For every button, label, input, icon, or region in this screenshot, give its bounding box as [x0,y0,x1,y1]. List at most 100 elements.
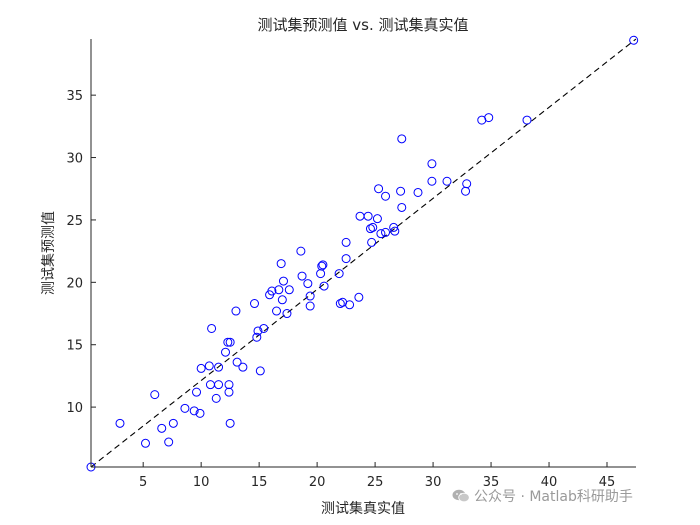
x-tick-label: 20 [309,475,326,490]
x-tick-label: 40 [541,475,558,490]
data-point [211,393,221,403]
data-point [297,271,307,281]
x-axis-label: 测试集真实值 [321,500,405,517]
data-point [629,35,639,45]
data-point [484,113,494,123]
data-point [365,224,375,234]
data-point [303,279,313,289]
data-point [253,326,263,336]
data-point [195,408,205,418]
data-point [225,418,235,428]
y-tick-label: 20 [66,276,83,291]
data-point [381,191,391,201]
data-point [250,299,259,309]
data-point [214,362,224,372]
data-point [238,362,248,372]
chart-title: 测试集预测值 vs. 测试集真实值 [258,16,469,34]
data-point [272,306,282,316]
data-point [168,418,178,428]
data-point [334,269,344,279]
data-point [319,281,329,291]
data-point [345,300,355,310]
data-point [335,299,345,309]
x-tick-label: 35 [483,475,500,490]
wechat-icon [452,489,470,503]
x-tick-label: 5 [139,475,147,490]
y-axis-label: 测试集预测值 [40,211,57,295]
data-point [368,222,378,232]
data-point [157,423,167,433]
data-point [221,347,231,357]
data-point [115,418,125,428]
data-point [255,366,265,376]
data-point [341,237,351,247]
data-point [164,437,174,447]
data-point [442,176,452,186]
data-point [427,159,437,169]
data-point [282,309,292,319]
data-point [305,291,315,301]
data-point [252,332,262,342]
data-point [317,261,327,271]
data-point [341,254,351,264]
data-point [196,363,206,373]
data-point [318,260,328,270]
data-point [354,292,364,302]
data-point [376,229,386,239]
watermark-text: 公众号 · Matlab科研助手 [474,489,633,505]
data-point [274,285,284,295]
y-tick-label: 10 [66,401,83,416]
data-point [180,403,190,413]
x-tick-label: 15 [251,475,268,490]
data-point [150,390,160,400]
data-point [390,226,400,236]
data-point [284,285,294,295]
data-point [389,222,399,232]
data-point [192,387,202,397]
y-axis-ticks: 10 15 20 25 30 35 [66,89,96,416]
data-point [372,214,382,224]
data-point [397,134,407,144]
data-point [462,179,472,189]
data-point [207,323,217,333]
data-point [224,387,234,397]
data-point [427,176,437,186]
reference-line [90,38,637,468]
data-point [223,337,233,347]
data-point [232,357,242,367]
data-point [204,361,214,371]
data-point [305,301,315,311]
data-point [276,259,286,269]
y-tick-label: 30 [66,152,83,167]
x-tick-label: 10 [193,475,210,490]
data-point [225,337,235,347]
data-point [141,438,150,448]
data-point [522,115,532,125]
x-tick-label: 25 [367,475,384,490]
data-point [363,211,373,221]
x-tick-label: 30 [425,475,442,490]
data-point [296,246,306,256]
data-point [374,184,384,194]
data-point [189,406,199,416]
data-point [381,227,391,237]
x-axis-ticks: 5 10 15 20 25 30 35 40 45 [139,462,615,490]
data-point [413,187,423,197]
y-tick-label: 25 [66,214,83,229]
x-tick-label: 45 [599,475,616,490]
data-point [259,323,269,333]
y-tick-label: 35 [66,89,83,104]
data-point [231,306,241,316]
data-point [267,286,277,296]
data-point [396,186,406,196]
data-point [278,276,288,286]
data-point [277,295,287,305]
data-points [86,35,639,472]
data-point [397,202,407,212]
data-point [224,380,234,390]
data-point [214,380,224,390]
watermark: 公众号 · Matlab科研助手 [452,486,633,506]
y-tick-label: 15 [66,339,83,354]
data-point [367,237,377,247]
